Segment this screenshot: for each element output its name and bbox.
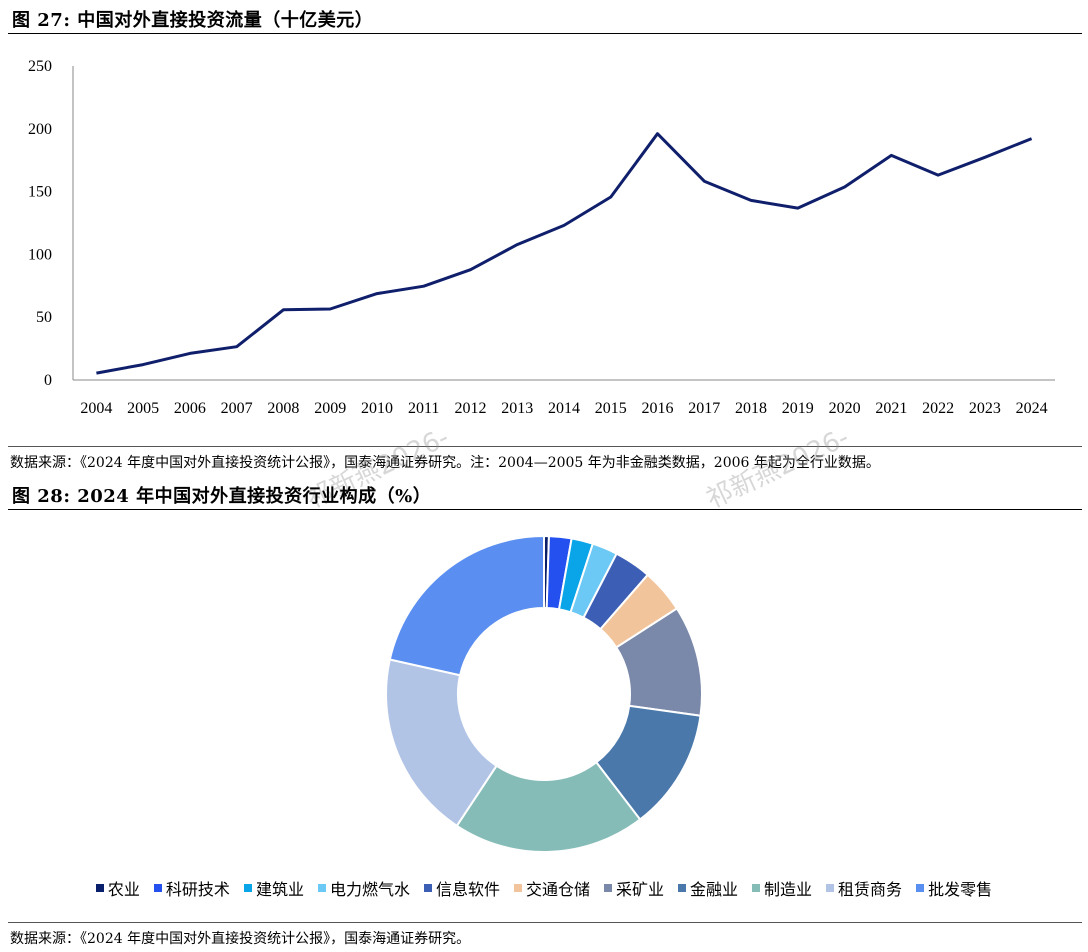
- legend-swatch: [95, 884, 104, 892]
- x-tick-label: 2016: [642, 400, 674, 417]
- legend-swatch: [153, 884, 162, 892]
- legend-swatch: [423, 884, 432, 892]
- x-tick-label: 2006: [174, 400, 206, 417]
- x-tick-label: 2005: [127, 400, 159, 417]
- legend-swatch: [604, 884, 612, 892]
- line-chart: 0 50 100 150 200 250 2004 2005 2006 2007 2008 2009 2…: [28, 58, 1055, 417]
- x-tick-label: 2007: [221, 400, 253, 417]
- legend-item: 租赁商务: [826, 876, 902, 900]
- legend-label: 采矿业: [616, 880, 665, 899]
- y-tick-label: 0: [44, 372, 52, 389]
- y-tick-label: 100: [28, 246, 52, 263]
- legend-item: 电力燃气水: [317, 876, 410, 900]
- legend-item: 金融业: [678, 876, 738, 900]
- y-tick-label: 250: [28, 58, 52, 75]
- figure-27-title: 图 27: 中国对外直接投资流量（十亿美元）: [12, 10, 374, 31]
- series-line: [96, 132, 1033, 375]
- legend-swatch: [513, 884, 522, 892]
- x-tick-label: 2020: [829, 400, 861, 417]
- legend-item: 批发零售: [916, 876, 992, 900]
- title-rule-28: [8, 509, 1082, 510]
- x-tick-label: 2008: [267, 400, 299, 417]
- title-rule-27: [8, 33, 1082, 34]
- donut-legend: 农业 科研技术 建筑业 电力燃气水 信息软件 交通仓储 采矿业 金融业 制造业 租赁商务 批发零售: [0, 876, 1088, 900]
- y-tick-label: 200: [28, 121, 52, 138]
- legend-item: 科研技术: [153, 876, 230, 900]
- legend-label: 交通仓储: [525, 880, 590, 899]
- x-tick-label: 2018: [735, 400, 767, 417]
- x-tick-label: 2015: [595, 400, 627, 417]
- legend-item: 采矿业: [604, 876, 664, 900]
- donut-chart: [385, 534, 703, 853]
- legend-label: 建筑业: [255, 880, 304, 899]
- donut-slice: [385, 658, 498, 828]
- x-tick-label: 2012: [454, 400, 486, 417]
- legend-item: 信息软件: [423, 876, 500, 900]
- legend-swatch: [678, 884, 687, 892]
- x-tick-label: 2011: [408, 400, 439, 417]
- x-tick-label: 2024: [1016, 400, 1048, 417]
- figure-28-source: 数据来源：《2024 年度中国对外直接投资统计公报》，国泰海通证券研究。: [10, 931, 471, 947]
- legend-label: 金融业: [690, 880, 739, 899]
- legend-swatch: [317, 884, 326, 892]
- x-tick-label: 2010: [361, 400, 393, 417]
- donut-slice: [455, 760, 642, 853]
- x-tick-label: 2023: [969, 400, 1001, 417]
- legend-label: 信息软件: [435, 880, 500, 899]
- x-tick-label: 2014: [548, 400, 580, 417]
- x-tick-label: 2009: [314, 400, 346, 417]
- legend-label: 批发零售: [928, 880, 993, 899]
- legend-item: 建筑业: [243, 876, 304, 900]
- legend-swatch: [916, 884, 925, 892]
- x-tick-label: 2013: [501, 400, 533, 417]
- donut-slice: [388, 534, 545, 677]
- legend-item: 交通仓储: [513, 876, 590, 900]
- y-tick-label: 50: [36, 309, 52, 326]
- x-tick-label: 2017: [688, 400, 720, 417]
- source-rule-28: [8, 922, 1082, 923]
- x-tick-label: 2004: [80, 400, 112, 417]
- figure-28-title: 图 28: 2024 年中国对外直接投资行业构成（%）: [12, 486, 432, 507]
- legend-swatch: [752, 884, 761, 892]
- legend-swatch: [826, 884, 835, 892]
- source-rule-27: [8, 446, 1082, 447]
- figure-27-source: 数据来源：《2024 年度中国对外直接投资统计公报》，国泰海通证券研究。注：20…: [10, 455, 880, 471]
- x-tick-label: 2019: [782, 400, 814, 417]
- legend-item: 农业: [95, 876, 140, 900]
- legend-label: 租赁商务: [838, 880, 903, 899]
- legend-label: 科研技术: [165, 880, 230, 899]
- legend-label: 电力燃气水: [329, 880, 410, 899]
- legend-item: 制造业: [752, 876, 812, 900]
- x-tick-label: 2022: [922, 400, 954, 417]
- legend-swatch: [243, 884, 252, 892]
- legend-label: 制造业: [764, 880, 813, 899]
- y-tick-label: 150: [28, 184, 52, 201]
- legend-label: 农业: [107, 880, 140, 899]
- x-tick-label: 2021: [875, 400, 907, 417]
